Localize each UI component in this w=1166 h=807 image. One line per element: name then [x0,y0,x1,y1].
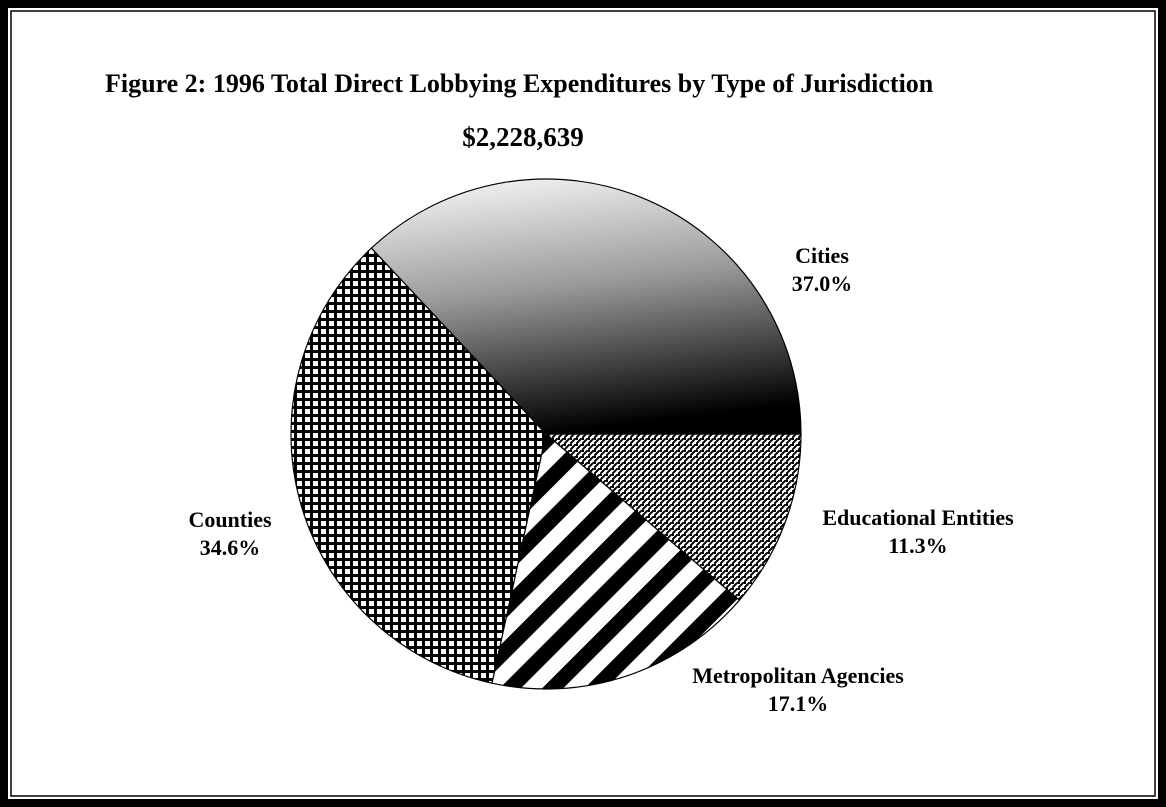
chart-subtitle: $2,228,639 [462,122,584,152]
slice-label: Cities [795,243,849,268]
frame-inner [10,10,1156,797]
slice-value-label: 37.0% [792,271,853,296]
slice-label: Metropolitan Agencies [692,663,904,688]
labels: Educational Entities 11.3% Metropolitan Ag… [188,243,1014,716]
pie-slice [544,433,802,602]
slice-value-label: 17.1% [768,691,829,716]
pie-slice [370,178,802,435]
pie [290,178,802,690]
chart-title: Figure 2: 1996 Total Direct Lobbying Exp… [105,69,934,98]
slice-value-label: 11.3% [888,533,947,558]
pie-slice [290,247,547,684]
pie-slice [491,432,741,690]
slice-label: Educational Entities [822,505,1014,530]
slice-label: Counties [188,507,272,532]
slice-value-label: 34.6% [200,535,261,560]
